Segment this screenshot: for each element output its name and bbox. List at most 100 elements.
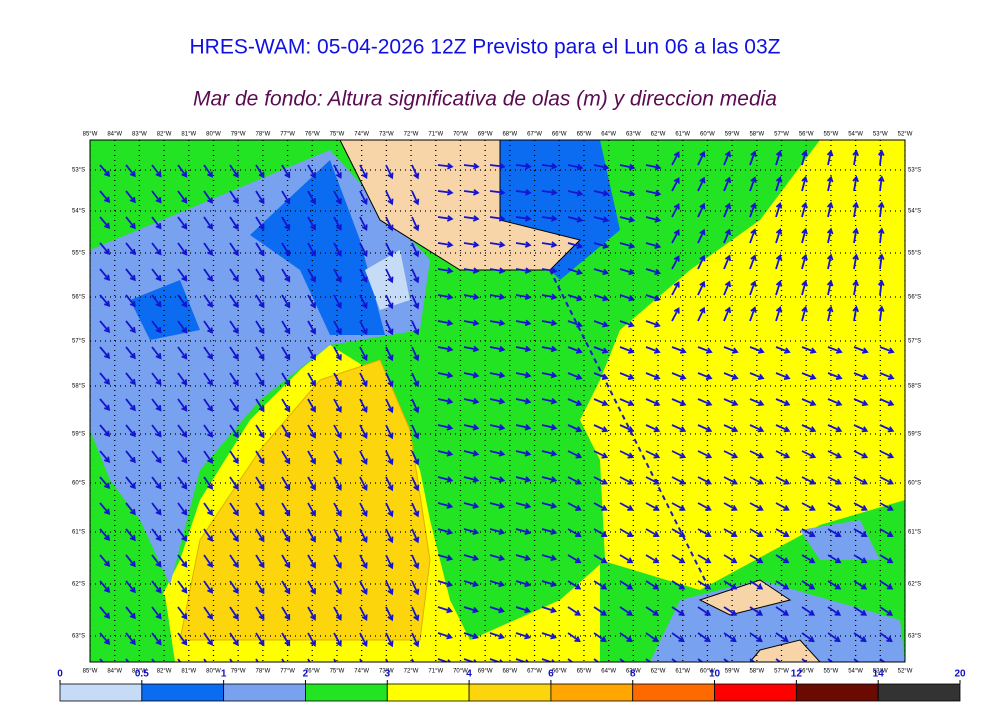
- arrow: [463, 606, 480, 614]
- arrow: [619, 476, 634, 485]
- arrow: [541, 606, 558, 614]
- arrow: [203, 294, 213, 308]
- arrow: [255, 268, 265, 283]
- arrow: [411, 268, 420, 284]
- arrow: [203, 606, 213, 620]
- arrow: [645, 606, 660, 616]
- arrow: [99, 216, 111, 230]
- arrow: [879, 580, 894, 590]
- colorbar-segment: [714, 683, 797, 702]
- arrow: [463, 502, 480, 509]
- arrow: [281, 372, 291, 387]
- arrow: [385, 398, 394, 414]
- arrow: [359, 450, 368, 466]
- longitude-label: 82°W: [157, 669, 172, 675]
- arrow: [619, 242, 636, 249]
- arrow: [203, 476, 213, 490]
- arrow: [125, 320, 136, 334]
- longitude-label: 64°W: [601, 669, 616, 675]
- arrow: [411, 606, 420, 622]
- arrow: [359, 476, 368, 492]
- arrow: [697, 398, 713, 407]
- arrow: [203, 190, 213, 204]
- arrow: [671, 307, 680, 322]
- arrow: [619, 346, 635, 354]
- arrow: [749, 176, 757, 192]
- arrow: [541, 476, 558, 483]
- arrow: [411, 450, 420, 466]
- arrow: [99, 164, 111, 178]
- arrow: [333, 372, 342, 387]
- arrow: [411, 502, 420, 518]
- arrow: [801, 149, 808, 166]
- arrow: [826, 149, 834, 166]
- arrow: [229, 632, 239, 647]
- arrow: [541, 215, 558, 222]
- arrow: [645, 320, 661, 328]
- arrow: [671, 151, 680, 166]
- arrow: [281, 294, 291, 309]
- arrow: [775, 346, 791, 354]
- arrow: [723, 176, 732, 192]
- arrow: [177, 268, 188, 282]
- arrow: [619, 216, 636, 223]
- arrow: [229, 294, 239, 309]
- arrow: [489, 580, 506, 588]
- longitude-label: 59°W: [725, 669, 740, 675]
- arrow: [879, 606, 894, 616]
- arrow: [463, 476, 480, 483]
- arrow: [671, 476, 686, 485]
- longitude-label: 66°W: [552, 132, 567, 138]
- arrow: [333, 528, 342, 543]
- arrow: [515, 345, 532, 353]
- arrow: [281, 164, 291, 179]
- longitude-label: 61°W: [675, 132, 690, 138]
- direction-arrows: [99, 149, 895, 662]
- arrow: [827, 606, 842, 616]
- arrow: [697, 228, 706, 244]
- arrow: [203, 398, 213, 412]
- arrow: [125, 606, 136, 620]
- arrow: [489, 476, 506, 483]
- arrow: [411, 372, 420, 388]
- arrow: [359, 372, 368, 388]
- longitude-label: 83°W: [132, 132, 147, 138]
- longitude-label: 74°W: [354, 669, 369, 675]
- arrow: [567, 398, 583, 407]
- arrow: [255, 528, 265, 543]
- longitude-label: 60°W: [700, 669, 715, 675]
- arrow: [619, 268, 636, 276]
- arrow: [359, 502, 368, 518]
- arrow: [177, 450, 188, 464]
- arrow: [749, 202, 757, 218]
- arrow: [593, 242, 610, 249]
- arrow: [125, 502, 136, 516]
- arrow: [125, 164, 136, 178]
- arrow: [853, 606, 868, 616]
- arrow: [489, 554, 506, 562]
- arrow: [567, 606, 582, 616]
- arrow: [99, 632, 111, 646]
- arrow: [229, 216, 239, 231]
- arrow: [541, 658, 556, 662]
- latitude-label: 55°S: [72, 251, 85, 257]
- arrow: [411, 320, 420, 336]
- arrow: [489, 319, 506, 327]
- arrow: [281, 502, 291, 517]
- arrow: [99, 294, 111, 308]
- arrow: [671, 450, 687, 459]
- arrow: [775, 149, 783, 166]
- arrow: [619, 658, 626, 662]
- arrow: [229, 320, 239, 335]
- arrow: [359, 190, 368, 206]
- arrow: [879, 372, 895, 380]
- arrow: [125, 346, 136, 360]
- arrow: [333, 450, 342, 465]
- arrow: [541, 162, 558, 170]
- arrow: [775, 253, 783, 270]
- arrow: [307, 554, 316, 569]
- arrow: [619, 502, 634, 511]
- arrow: [645, 216, 662, 223]
- arrow: [99, 554, 111, 568]
